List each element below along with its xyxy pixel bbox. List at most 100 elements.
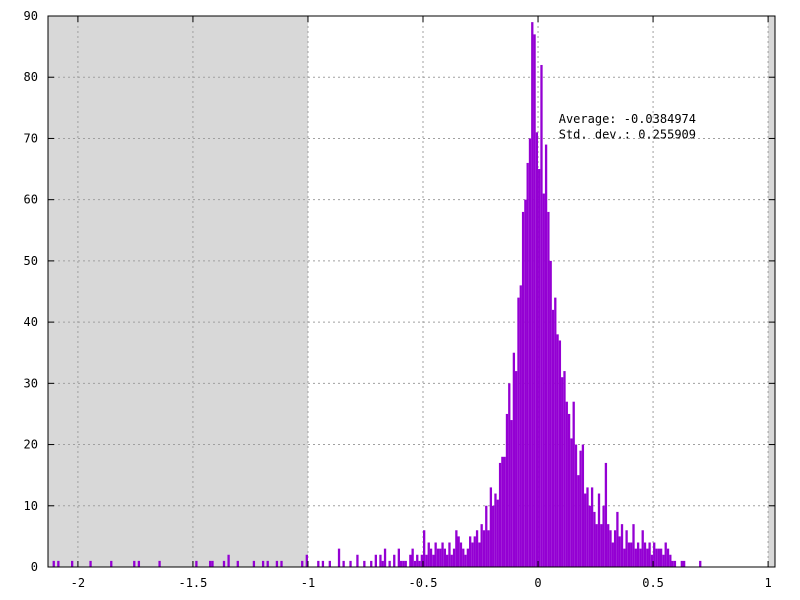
histogram-bar <box>544 144 548 568</box>
histogram-bar <box>538 169 541 568</box>
histogram-bar <box>653 542 656 567</box>
histogram-bar <box>577 475 580 567</box>
histogram-bar <box>613 530 617 567</box>
histogram-bar <box>558 340 562 567</box>
histogram-bar <box>627 542 631 567</box>
histogram-bar <box>620 524 624 567</box>
histogram-bar <box>494 493 497 567</box>
histogram-bar <box>450 554 453 567</box>
histogram-bar <box>321 560 325 567</box>
histogram-bar <box>434 542 437 567</box>
histogram-bar <box>650 554 654 567</box>
histogram-bar <box>498 462 502 567</box>
histogram-bar <box>436 548 440 567</box>
histogram-bar <box>480 524 483 567</box>
histogram-bar <box>469 536 472 567</box>
histogram-bar <box>503 456 506 567</box>
histogram-bar <box>71 560 74 567</box>
histogram-bar <box>356 554 359 567</box>
histogram-bar <box>655 548 658 567</box>
histogram-bar <box>634 548 637 567</box>
histogram-bar <box>623 548 626 567</box>
histogram-bar <box>423 530 426 567</box>
histogram-bar <box>643 542 647 567</box>
histogram-bar <box>581 444 585 567</box>
histogram-bar <box>275 560 279 567</box>
histogram-bar <box>680 560 683 567</box>
y-tick-label: 70 <box>24 131 38 145</box>
y-tick-label: 20 <box>24 438 38 452</box>
histogram-bar <box>524 199 527 567</box>
y-tick-label: 0 <box>31 560 38 574</box>
histogram-bar <box>586 487 589 567</box>
histogram-bar <box>588 505 591 567</box>
histogram-bar <box>517 297 520 567</box>
histogram-bar <box>252 560 256 567</box>
histogram-bar <box>540 64 543 567</box>
histogram-bar <box>195 560 198 567</box>
histogram-bar <box>441 542 444 567</box>
histogram-bar <box>363 560 366 567</box>
histogram-bar <box>137 560 141 567</box>
histogram-bar <box>618 536 621 567</box>
histogram-bar <box>342 560 345 567</box>
x-tick-label: -1 <box>301 576 315 590</box>
y-tick-label: 60 <box>24 193 38 207</box>
x-tick-label: 0 <box>534 576 541 590</box>
histogram-bar <box>379 554 382 567</box>
histogram-bar <box>473 536 476 567</box>
histogram-bar <box>547 211 550 567</box>
std-dev-annotation: Std. dev.: 0.255909 <box>559 127 696 141</box>
histogram-bar <box>609 530 612 567</box>
histogram-bar <box>409 554 412 567</box>
histogram-bar <box>399 560 403 567</box>
histogram-bar <box>52 560 55 567</box>
histogram-bar <box>439 548 442 567</box>
histogram-bar <box>512 352 516 567</box>
histogram-bar <box>533 34 536 568</box>
histogram-bar <box>625 530 628 567</box>
histogram-bar <box>397 548 400 567</box>
histogram-bar <box>489 487 493 567</box>
histogram-bar <box>570 438 573 567</box>
histogram-bar <box>501 456 504 567</box>
histogram-bar <box>478 542 481 567</box>
histogram-bar <box>508 383 511 567</box>
histogram-bar <box>519 285 522 567</box>
histogram-bar <box>381 560 384 567</box>
histogram-bar <box>595 524 598 567</box>
histogram-bar <box>584 493 587 567</box>
histogram-bar <box>133 560 136 567</box>
histogram-bar <box>485 505 488 567</box>
histogram-bar <box>328 560 331 567</box>
histogram-bar <box>551 309 555 567</box>
histogram-bar <box>630 542 633 567</box>
histogram-bar <box>682 560 686 567</box>
histogram-bar <box>671 560 674 567</box>
histogram-bar <box>383 548 387 567</box>
histogram-bars <box>52 22 702 568</box>
histogram-bar <box>604 462 608 567</box>
histogram-bar <box>657 548 660 567</box>
histogram-bar <box>567 413 571 567</box>
histogram-bar <box>455 530 458 567</box>
average-annotation: Average: -0.0384974 <box>559 112 696 126</box>
shaded-regions <box>48 16 775 567</box>
histogram-bar <box>425 554 428 567</box>
x-tick-label: -0.5 <box>409 576 438 590</box>
histogram-bar <box>515 371 518 567</box>
histogram-bar <box>227 554 230 567</box>
histogram-bar <box>466 548 470 567</box>
histogram-bar <box>579 450 582 567</box>
histogram-bar <box>471 542 474 567</box>
histogram-bar <box>505 413 509 567</box>
histogram-bar <box>349 560 352 567</box>
histogram-bar <box>611 542 614 567</box>
histogram-bar <box>639 548 642 567</box>
histogram-bar <box>464 554 467 567</box>
y-tick-label: 50 <box>24 254 38 268</box>
histogram-bar <box>370 560 373 567</box>
histogram-bar <box>597 493 601 567</box>
